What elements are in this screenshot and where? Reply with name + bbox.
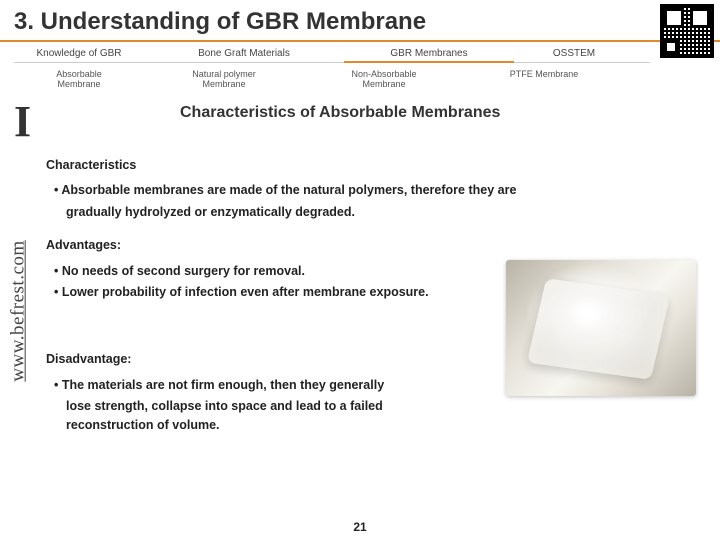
section-title: Characteristics of Absorbable Membranes <box>180 104 500 122</box>
page-title: 3. Understanding of GBR Membrane <box>14 8 426 36</box>
top-tabs: Knowledge of GBR Bone Graft Materials GB… <box>14 46 650 63</box>
disadvantage-line-3: reconstruction of volume. <box>66 416 708 435</box>
advantage-1: • No needs of second surgery for removal… <box>54 264 305 278</box>
subtab-natural-polymer[interactable]: Natural polymerMembrane <box>144 67 304 91</box>
subtab-absorbable[interactable]: AbsorbableMembrane <box>14 67 144 91</box>
source-url: www.befrest.com <box>8 240 30 381</box>
disadvantage-line-1: • The materials are not firm enough, the… <box>54 378 384 392</box>
tab-bone-graft-materials[interactable]: Bone Graft Materials <box>144 46 344 62</box>
sub-tabs: AbsorbableMembrane Natural polymerMembra… <box>14 67 650 91</box>
characteristics-line-1: • Absorbable membranes are made of the n… <box>54 183 516 197</box>
tab-osstem[interactable]: OSSTEM <box>514 46 634 62</box>
qr-code <box>660 4 714 58</box>
membrane-photo <box>506 260 696 396</box>
page-number: 21 <box>353 520 366 534</box>
roman-numeral: I <box>14 96 31 147</box>
tab-gbr-membranes[interactable]: GBR Membranes <box>344 46 514 63</box>
header: 3. Understanding of GBR Membrane <box>0 0 720 42</box>
disadvantage-line-2: lose strength, collapse into space and l… <box>66 397 708 416</box>
characteristics-line-2: gradually hydrolyzed or enzymatically de… <box>66 203 708 222</box>
characteristics-head: Characteristics <box>46 156 708 175</box>
advantages-head: Advantages: <box>46 236 708 255</box>
advantage-2: • Lower probability of infection even af… <box>54 285 429 299</box>
subtab-non-absorbable[interactable]: Non-AbsorbableMembrane <box>304 67 464 91</box>
subtab-ptfe[interactable]: PTFE Membrane <box>464 67 624 91</box>
tab-knowledge-of-gbr[interactable]: Knowledge of GBR <box>14 46 144 62</box>
